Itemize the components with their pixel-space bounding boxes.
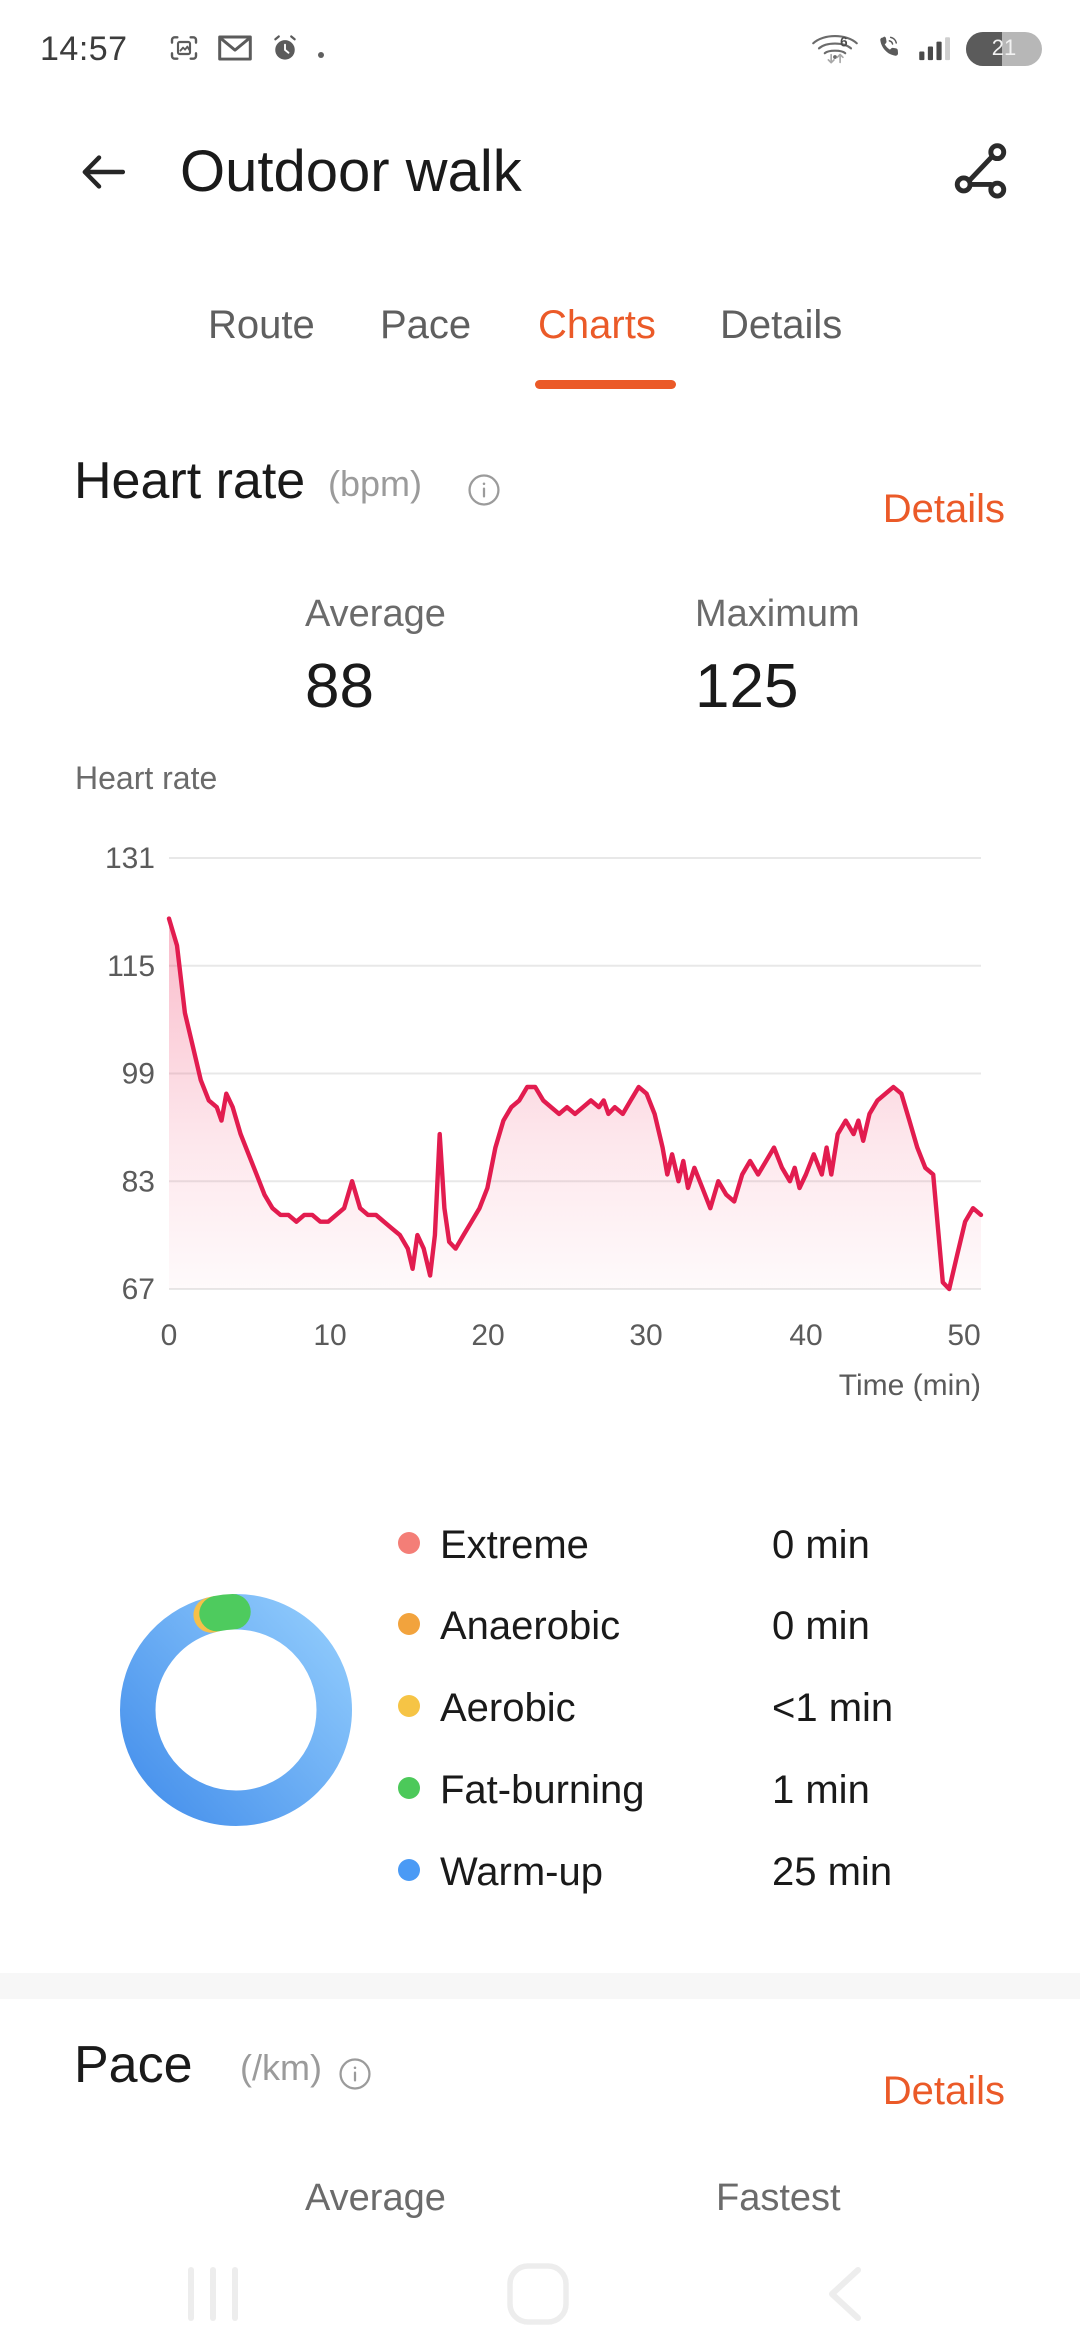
svg-text:40: 40 xyxy=(789,1319,822,1352)
svg-text:0: 0 xyxy=(161,1319,178,1352)
svg-text:10: 10 xyxy=(313,1319,346,1352)
svg-text:99: 99 xyxy=(122,1058,155,1091)
svg-text:20: 20 xyxy=(471,1319,504,1352)
svg-text:67: 67 xyxy=(122,1273,155,1306)
svg-text:50: 50 xyxy=(947,1319,980,1352)
svg-text:115: 115 xyxy=(107,950,155,983)
svg-text:131: 131 xyxy=(105,842,155,875)
svg-text:30: 30 xyxy=(629,1319,662,1352)
svg-text:83: 83 xyxy=(122,1165,155,1198)
svg-text:Time (min): Time (min) xyxy=(839,1369,981,1402)
svg-text:6: 6 xyxy=(840,34,847,49)
